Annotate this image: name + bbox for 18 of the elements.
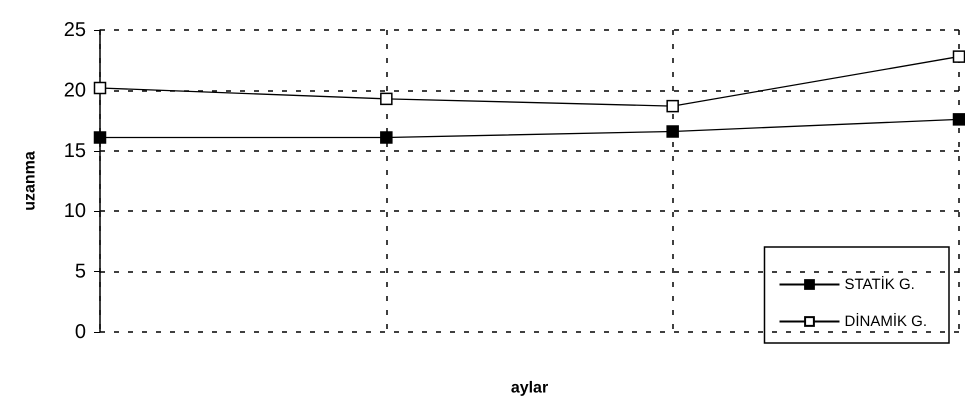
point: [94, 82, 106, 94]
y-tick-label: 20: [64, 79, 86, 102]
y-tick-label: 15: [64, 140, 86, 162]
point: [380, 131, 393, 144]
point: [952, 50, 965, 63]
y-axis-title: uzanma: [22, 151, 38, 211]
point: [666, 125, 679, 138]
y-tick-label: 0: [74, 321, 86, 343]
y-tick-label: 10: [64, 200, 86, 222]
y-tick-label: 5: [74, 260, 86, 283]
legend-label: STATİK G.: [844, 275, 915, 293]
legend-label: DİNAMİK G.: [844, 312, 928, 330]
point: [666, 100, 679, 112]
x-axis-title: aylar: [510, 380, 548, 396]
point: [952, 113, 965, 126]
y-tick-label: 25: [64, 19, 86, 41]
point: [380, 92, 393, 106]
point: [94, 131, 106, 144]
